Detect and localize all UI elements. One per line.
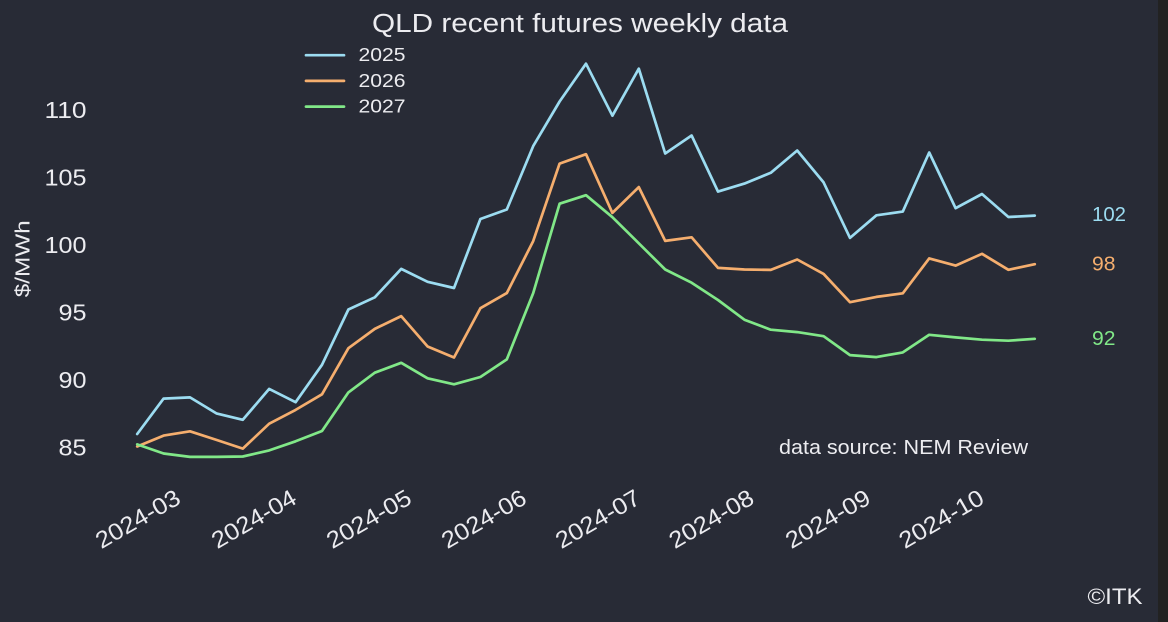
svg-text:QLD recent futures weekly data: QLD recent futures weekly data [372, 10, 789, 38]
svg-text:105: 105 [45, 165, 87, 191]
svg-text:98: 98 [1092, 254, 1116, 276]
svg-text:85: 85 [59, 435, 87, 461]
svg-text:data source: NEM Review: data source: NEM Review [779, 437, 1029, 459]
svg-text:90: 90 [59, 367, 87, 393]
svg-text:$/MWh: $/MWh [13, 220, 35, 297]
svg-text:95: 95 [59, 300, 87, 326]
svg-text:©ITK: ©ITK [1088, 584, 1143, 609]
svg-text:100: 100 [45, 232, 87, 258]
svg-text:102: 102 [1092, 204, 1126, 226]
svg-text:110: 110 [45, 97, 87, 123]
svg-text:92: 92 [1092, 328, 1116, 350]
svg-text:2026: 2026 [359, 71, 406, 91]
svg-text:2027: 2027 [359, 97, 406, 117]
svg-text:2025: 2025 [359, 45, 406, 65]
